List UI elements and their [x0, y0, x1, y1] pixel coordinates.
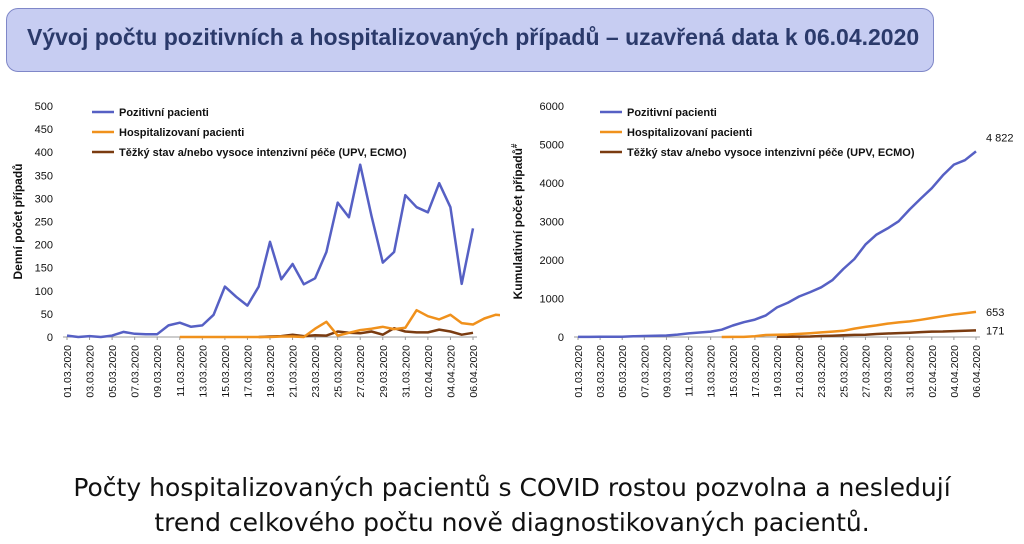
x-tick-label: 07.03.2020	[130, 345, 142, 398]
end-value-label: 4 822	[986, 132, 1014, 144]
x-tick-label: 17.03.2020	[242, 345, 254, 398]
x-tick-label: 05.03.2020	[107, 345, 119, 398]
legend-label: Hospitalizovaní pacienti	[119, 127, 244, 139]
series-line-severe	[776, 329, 977, 339]
y-tick-label: 450	[35, 124, 53, 136]
x-tick-label: 04.04.2020	[445, 345, 457, 398]
series-line-hospitalized	[721, 310, 977, 339]
x-tick-label: 19.03.2020	[772, 345, 784, 398]
y-axis-label: Denní počet případů	[11, 163, 25, 279]
y-tick-label: 4000	[540, 178, 564, 190]
x-tick-label: 01.03.2020	[573, 345, 585, 398]
caption: Počty hospitalizovaných pacientů s COVID…	[0, 470, 1024, 540]
x-tick-label: 21.03.2020	[288, 345, 300, 398]
x-tick-label: 03.03.2020	[85, 345, 97, 398]
x-tick-label: 06.04.2020	[468, 345, 480, 398]
y-tick-label: 50	[41, 309, 53, 321]
legend-label: Pozitivní pacienti	[627, 107, 717, 119]
x-tick-label: 27.03.2020	[860, 345, 872, 398]
x-tick-label: 06.04.2020	[971, 345, 983, 398]
x-tick-label: 17.03.2020	[750, 345, 762, 398]
y-tick-label: 250	[35, 217, 53, 229]
x-tick-label: 19.03.2020	[265, 345, 277, 398]
end-value-label: 171	[986, 325, 1004, 337]
y-tick-label: 400	[35, 147, 53, 159]
title-banner: Vývoj počtu pozitivních a hospitalizovan…	[6, 8, 934, 72]
x-tick-label: 11.03.2020	[684, 345, 696, 397]
series-line-severe	[258, 326, 474, 339]
x-tick-label: 02.04.2020	[423, 345, 435, 398]
x-tick-label: 15.03.2020	[220, 345, 232, 398]
y-tick-label: 6000	[540, 101, 564, 113]
cumulative-cases-chart: 0 1000 2000 3000 4000 5000 6000 01.03.2020 03.03…	[510, 101, 1014, 398]
legend-label: Těžký stav a/nebo vysoce intenzivní péče…	[627, 147, 915, 159]
legend-label: Hospitalizovaní pacienti	[627, 127, 752, 139]
x-tick-label: 07.03.2020	[639, 345, 651, 398]
y-tick-label: 200	[35, 240, 53, 252]
series-line-hospitalized	[179, 308, 500, 339]
x-tick-label: 25.03.2020	[838, 345, 850, 398]
x-tick-label: 13.03.2020	[706, 345, 718, 398]
y-tick-label: 0	[558, 332, 564, 344]
caption-line-2: trend celkového počtu nově diagnostikova…	[154, 508, 870, 537]
x-tick-label: 03.03.2020	[595, 345, 607, 398]
end-value-label: 653	[986, 307, 1004, 319]
y-tick-label: 350	[35, 170, 53, 182]
y-axis-label: Kumulativní počet případů#	[510, 143, 525, 299]
x-tick-label: 29.03.2020	[378, 345, 390, 398]
x-tick-label: 09.03.2020	[152, 345, 164, 398]
series-line-positive	[66, 163, 475, 339]
x-tick-label: 25.03.2020	[333, 345, 345, 398]
x-tick-label: 09.03.2020	[661, 345, 673, 398]
x-tick-label: 31.03.2020	[400, 345, 412, 398]
x-tick-label: 21.03.2020	[794, 345, 806, 398]
y-tick-label: 3000	[540, 217, 564, 229]
x-tick-label: 04.04.2020	[949, 345, 961, 398]
y-tick-label: 0	[47, 332, 53, 344]
x-tick-label: 31.03.2020	[905, 345, 917, 398]
x-tick-label: 23.03.2020	[816, 345, 828, 398]
y-tick-label: 5000	[540, 140, 564, 152]
x-tick-label: 29.03.2020	[883, 345, 895, 398]
x-tick-label: 02.04.2020	[927, 345, 939, 398]
y-tick-label: 2000	[540, 255, 564, 267]
x-tick-label: 23.03.2020	[310, 345, 322, 398]
y-tick-label: 150	[35, 263, 53, 275]
caption-line-1: Počty hospitalizovaných pacientů s COVID…	[73, 473, 951, 502]
x-tick-label: 15.03.2020	[728, 345, 740, 398]
daily-cases-chart: 0 50 100 150 200 250 300 350 400 450 500 01.03.2020…	[11, 101, 500, 398]
x-tick-label: 11.03.2020	[175, 345, 187, 397]
y-axis-label-superscript: #	[510, 143, 519, 148]
y-tick-label: 100	[35, 286, 53, 298]
x-tick-label: 27.03.2020	[355, 345, 367, 398]
y-tick-label: 500	[35, 101, 53, 113]
y-tick-label: 300	[35, 193, 53, 205]
legend-label: Těžký stav a/nebo vysoce intenzivní péče…	[119, 147, 407, 159]
x-tick-label: 13.03.2020	[197, 345, 209, 398]
x-tick-label: 01.03.2020	[62, 345, 74, 398]
x-tick-label: 05.03.2020	[617, 345, 629, 398]
page-title: Vývoj počtu pozitivních a hospitalizovan…	[27, 24, 920, 50]
series-line-positive	[578, 150, 977, 339]
legend-label: Pozitivní pacienti	[119, 107, 209, 119]
y-tick-label: 1000	[540, 294, 564, 306]
